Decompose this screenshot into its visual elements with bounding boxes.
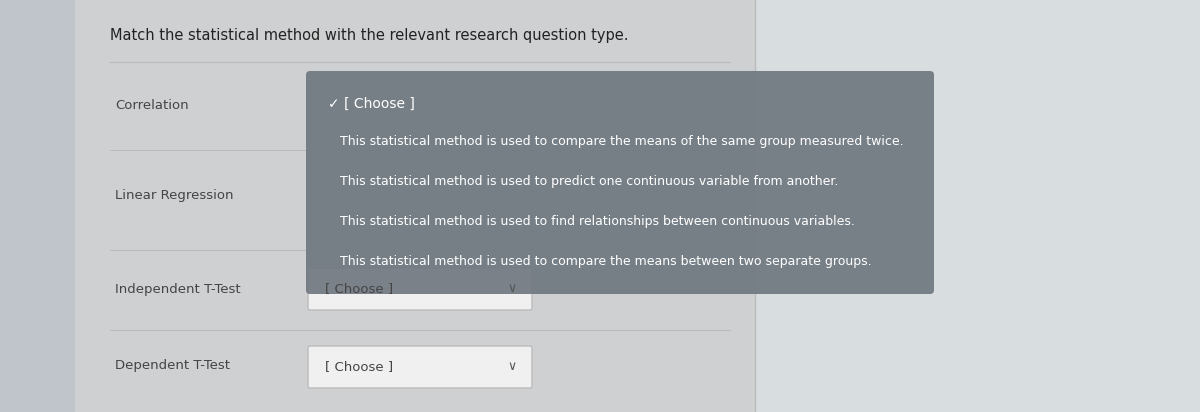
Text: ✓ [ Choose ]: ✓ [ Choose ] bbox=[328, 97, 415, 111]
Bar bbox=[74, 0, 755, 412]
FancyBboxPatch shape bbox=[308, 268, 532, 310]
Text: [ Choose ]: [ Choose ] bbox=[325, 360, 394, 374]
FancyBboxPatch shape bbox=[306, 71, 934, 294]
Text: Match the statistical method with the relevant research question type.: Match the statistical method with the re… bbox=[110, 28, 629, 43]
Text: [ Choose ]: [ Choose ] bbox=[325, 283, 394, 295]
Text: This statistical method is used to compare the means between two separate groups: This statistical method is used to compa… bbox=[340, 255, 871, 268]
Text: This statistical method is used to predict one continuous variable from another.: This statistical method is used to predi… bbox=[340, 175, 839, 188]
Text: This statistical method is used to compare the means of the same group measured : This statistical method is used to compa… bbox=[340, 135, 904, 148]
Text: ∨: ∨ bbox=[508, 360, 516, 374]
Text: Correlation: Correlation bbox=[115, 98, 188, 112]
FancyBboxPatch shape bbox=[308, 346, 532, 388]
Text: Linear Regression: Linear Regression bbox=[115, 189, 234, 201]
Bar bbox=[755, 0, 1200, 412]
Text: This statistical method is used to find relationships between continuous variabl: This statistical method is used to find … bbox=[340, 215, 854, 228]
Text: Dependent T-Test: Dependent T-Test bbox=[115, 358, 230, 372]
Text: Independent T-Test: Independent T-Test bbox=[115, 283, 241, 297]
Text: ∨: ∨ bbox=[508, 283, 516, 295]
